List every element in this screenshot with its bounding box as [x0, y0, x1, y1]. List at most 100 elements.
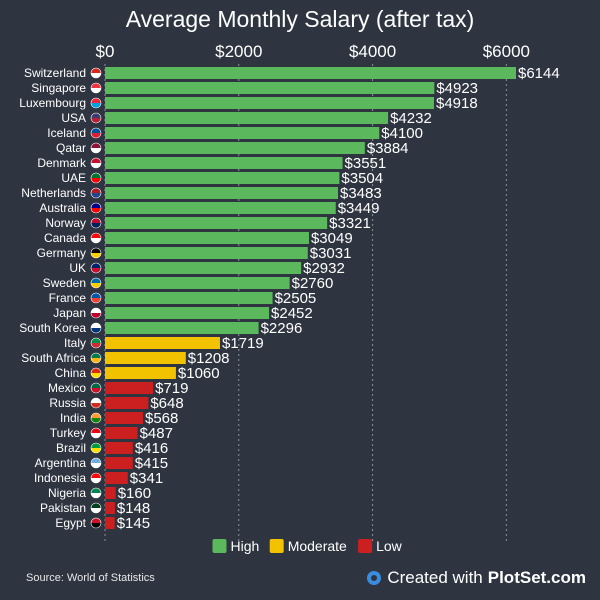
bar	[105, 82, 435, 94]
bar	[105, 277, 290, 289]
value-label: $2452	[271, 305, 313, 322]
bar	[105, 187, 338, 199]
value-label: $3483	[340, 185, 382, 202]
country-label: Qatar	[56, 141, 86, 155]
flag-icon	[90, 112, 102, 124]
country-label: France	[49, 291, 87, 305]
value-label: $145	[117, 515, 150, 532]
flag-icon	[90, 247, 102, 259]
country-label: UK	[69, 261, 86, 275]
value-label: $719	[155, 380, 188, 397]
country-label: USA	[61, 111, 86, 125]
flag-icon	[90, 367, 102, 379]
bar	[105, 142, 365, 154]
value-label: $3049	[311, 230, 353, 247]
value-label: $2932	[303, 260, 345, 277]
flag-icon	[90, 142, 102, 154]
flag-icon	[90, 352, 102, 364]
x-axis-ticks: $0 $2000 $4000 $6000	[96, 42, 530, 61]
bar	[105, 487, 116, 499]
value-label: $2296	[261, 320, 303, 337]
country-label: Singapore	[31, 81, 86, 95]
country-label: Denmark	[37, 156, 87, 170]
value-label: $4918	[436, 95, 478, 112]
country-label: India	[60, 411, 86, 425]
country-label: Argentina	[35, 456, 87, 470]
bar	[105, 292, 273, 304]
plotset-logo-icon	[367, 571, 382, 585]
bar	[105, 202, 336, 214]
flag-icon	[90, 277, 102, 289]
country-label: Australia	[39, 201, 86, 215]
bar	[105, 262, 302, 274]
value-label: $160	[118, 485, 151, 502]
legend-entry: Moderate	[288, 538, 347, 554]
legend-entry: High	[231, 538, 260, 554]
flag-icon	[90, 457, 102, 469]
country-label: Indonesia	[34, 471, 86, 485]
flag-icon	[90, 67, 102, 79]
bar	[105, 427, 138, 439]
flag-icon	[90, 412, 102, 424]
bar	[105, 217, 328, 229]
bar	[105, 382, 154, 394]
value-label: $3884	[367, 140, 409, 157]
value-label: $1060	[178, 365, 220, 382]
country-label: South Africa	[21, 351, 86, 365]
flag-icon	[90, 397, 102, 409]
country-label: Norway	[45, 216, 86, 230]
bar	[105, 502, 115, 514]
country-label: Canada	[44, 231, 86, 245]
flag-icon	[90, 307, 102, 319]
country-label: China	[55, 366, 87, 380]
bar	[105, 127, 380, 139]
bar	[105, 67, 516, 79]
flag-icon	[90, 472, 102, 484]
source-note: Source: World of Statistics	[26, 572, 155, 584]
bar	[105, 367, 176, 379]
country-label: Netherlands	[21, 186, 86, 200]
flag-icon	[90, 442, 102, 454]
legend-swatch	[269, 539, 284, 553]
flag-icon	[90, 202, 102, 214]
value-label: $341	[130, 470, 163, 487]
bar	[105, 472, 128, 484]
value-label: $487	[140, 425, 173, 442]
bars: Switzerland $6144 Singapore $4923 Luxembourg…	[19, 65, 559, 532]
value-label: $4100	[381, 125, 423, 142]
country-label: South Korea	[19, 321, 86, 335]
legend-swatch	[358, 539, 373, 553]
value-label: $1208	[188, 350, 230, 367]
flag-icon	[90, 172, 102, 184]
value-label: $3449	[338, 200, 380, 217]
value-label: $3321	[329, 215, 371, 232]
value-label: $416	[135, 440, 168, 457]
flag-icon	[90, 487, 102, 499]
credit-brand: PlotSet.com	[487, 568, 586, 587]
country-label: Switzerland	[24, 66, 86, 80]
country-label: Iceland	[47, 126, 86, 140]
bar	[105, 97, 434, 109]
value-label: $4232	[390, 110, 432, 127]
value-label: $415	[135, 455, 168, 472]
flag-icon	[90, 232, 102, 244]
bar	[105, 307, 270, 319]
credit-prefix: Created with	[387, 568, 483, 587]
bar	[105, 457, 133, 469]
value-label: $3031	[310, 245, 352, 262]
bar	[105, 442, 133, 454]
bar	[105, 412, 143, 424]
plotset-credit[interactable]: Created with PlotSet.com	[367, 568, 586, 588]
value-label: $148	[117, 500, 150, 517]
value-label: $2505	[275, 290, 317, 307]
country-label: Nigeria	[48, 486, 86, 500]
bar	[105, 352, 186, 364]
country-label: Sweden	[43, 276, 86, 290]
bar	[105, 172, 340, 184]
value-label: $4923	[436, 80, 478, 97]
value-label: $3551	[345, 155, 387, 172]
country-label: Japan	[53, 306, 86, 320]
bar	[105, 232, 309, 244]
value-label: $648	[150, 395, 183, 412]
bar	[105, 247, 308, 259]
